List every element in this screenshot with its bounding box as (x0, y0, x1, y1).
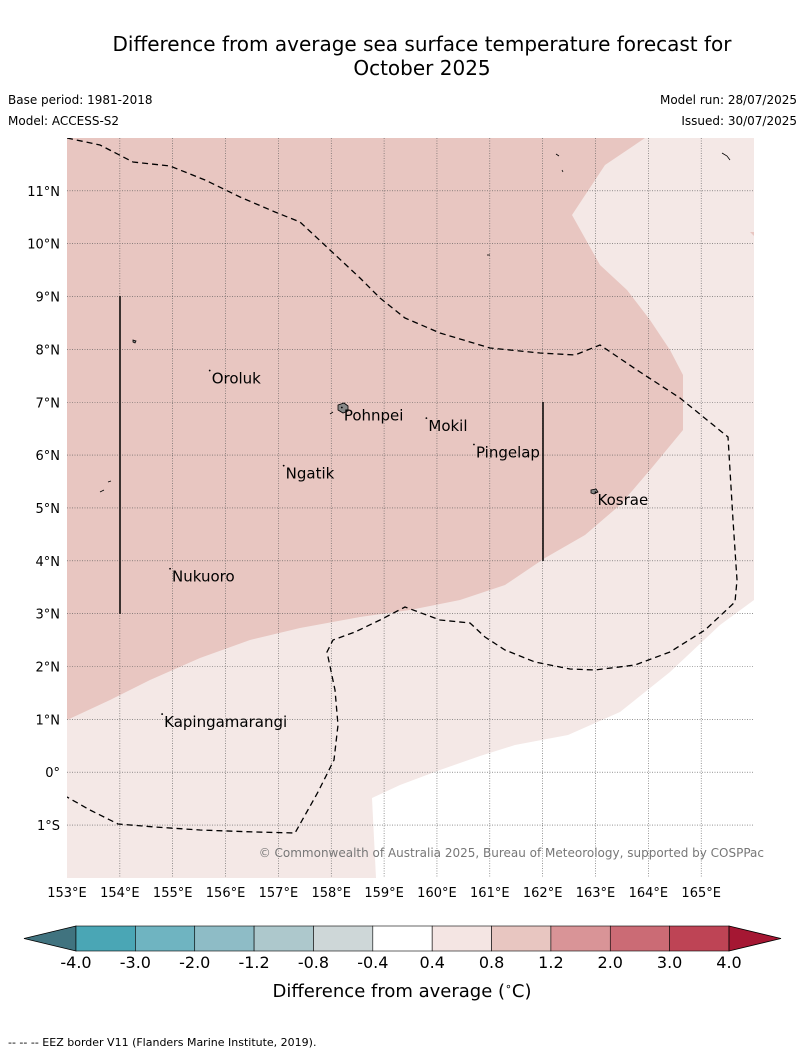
lat-tick-label: 1°N (36, 713, 61, 728)
colorbar-segment (550, 925, 611, 952)
lon-tick-label: 157°E (259, 886, 299, 901)
colorbar-segment (669, 925, 730, 952)
title-line-2: October 2025 (353, 56, 491, 80)
lat-tick-label: 1°S (37, 819, 60, 834)
map-title: Difference from average sea surface temp… (80, 32, 764, 80)
lat-tick-label: 9°N (36, 291, 61, 306)
colorbar-segment (372, 925, 433, 952)
title-line-1: Difference from average sea surface temp… (112, 32, 732, 56)
lon-tick-label: 163°E (576, 886, 616, 901)
place-label: Oroluk (212, 370, 261, 388)
lon-tick-label: 155°E (153, 886, 193, 901)
lat-tick-label: 0° (45, 766, 60, 781)
colorbar-segment (194, 925, 255, 952)
colorbar-tick-label: 4.0 (716, 953, 741, 972)
lon-tick-label: 156°E (206, 886, 246, 901)
latitude-axis: 11°N 10°N 9°N 8°N 7°N 6°N 5°N 4°N 3°N 2°N 1°N 0° 1°S (27, 185, 60, 834)
anomaly-fill-mid (67, 138, 683, 720)
colorbar-tick-label: -4.0 (60, 953, 91, 972)
anomaly-fill-mid-ne (750, 232, 754, 236)
colorbar-title: Difference from average (∘C) (272, 980, 532, 1002)
place-marker (208, 369, 211, 372)
ujelang-reef (721, 152, 731, 161)
lat-tick-label: 7°N (36, 396, 61, 411)
lon-tick-label: 160°E (417, 886, 457, 901)
place-marker (169, 567, 171, 570)
lat-tick-label: 2°N (36, 661, 61, 676)
anomaly-fill-neutral (372, 600, 754, 878)
place-marker (425, 417, 428, 420)
base-period: Base period: 1981-2018 (8, 93, 153, 107)
map-panel: Oroluk Pohnpei Mokil Pingelap Ngatik Kosrae Nu… (67, 138, 754, 878)
sst-anomaly-map: Oroluk Pohnpei Mokil Pingelap Ngatik Kosrae Nu… (23, 138, 782, 972)
colorbar-segment (431, 925, 492, 952)
model-run: Model run: 28/07/2025 (659, 93, 797, 107)
place-label: Ngatik (286, 465, 335, 483)
lon-tick-label: 161°E (470, 886, 510, 901)
islands (99, 152, 731, 495)
eez-footnote: -- -- -- EEZ border V11 (Flanders Marine… (8, 1036, 317, 1049)
lat-tick-label: 11°N (27, 185, 60, 200)
place-labels: Oroluk Pohnpei Mokil Pingelap Ngatik Kosrae Nu… (161, 369, 649, 731)
enewetak-reef (555, 153, 564, 173)
colorbar-tick-label: -3.0 (120, 953, 151, 972)
lat-tick-label: 6°N (36, 449, 61, 464)
ant-atoll (329, 411, 334, 415)
copyright-text: © Commonwealth of Australia 2025, Bureau… (259, 846, 764, 860)
colorbar-segment (491, 925, 552, 952)
place-label: Pingelap (476, 444, 540, 462)
colorbar-segment (609, 925, 670, 952)
colorbar-tick-label: -1.2 (238, 953, 269, 972)
colorbar-tick-label: 0.8 (479, 953, 504, 972)
eez-border (67, 138, 738, 834)
model-name: Model: ACCESS-S2 (8, 114, 120, 128)
place-label: Mokil (428, 417, 467, 435)
colorbar-segment (135, 925, 196, 952)
lat-tick-label: 8°N (36, 343, 61, 358)
colorbar-tick-label: 2.0 (598, 953, 623, 972)
map-gridlines (67, 138, 754, 878)
lat-tick-label: 5°N (36, 502, 61, 517)
colorbar-extend-high (728, 925, 782, 952)
place-marker (161, 713, 164, 715)
place-label: Pohnpei (344, 407, 404, 425)
issued-date: Issued: 30/07/2025 (681, 114, 797, 128)
lon-tick-label: 164°E (629, 886, 669, 901)
lon-tick-label: 154°E (100, 886, 140, 901)
pohnpei-island (337, 402, 349, 414)
kosrae-island (590, 488, 599, 495)
place-label: Kapingamarangi (164, 713, 287, 731)
lon-tick-label: 165°E (681, 886, 721, 901)
place-marker (473, 443, 475, 446)
colorbar-extend-low (23, 925, 77, 952)
colorbar-segment (253, 925, 314, 952)
colorbar-tick-label: 1.2 (538, 953, 563, 972)
colorbar-segment (75, 925, 136, 952)
place-label: Nukuoro (172, 568, 235, 586)
colorbar-tick-label: -2.0 (179, 953, 210, 972)
place-label: Kosrae (598, 491, 649, 509)
lat-tick-label: 4°N (36, 555, 61, 570)
colorbar: -4.0 -3.0 -2.0 -1.2 -0.8 -0.4 0.4 0.8 1.2 2.0 3.0 4… (23, 925, 782, 972)
colorbar-tick-label: 0.4 (419, 953, 444, 972)
longitude-axis: 153°E 154°E 155°E 156°E 157°E 158°E 159°E 160°E… (47, 886, 721, 901)
place-marker (340, 406, 343, 409)
colorbar-tick-label: 3.0 (657, 953, 682, 972)
lon-tick-label: 158°E (311, 886, 351, 901)
colorbar-tick-label: -0.4 (357, 953, 388, 972)
colorbar-segment (313, 925, 374, 952)
lon-tick-label: 153°E (47, 886, 87, 901)
lat-tick-label: 3°N (36, 608, 61, 623)
lon-tick-label: 159°E (364, 886, 404, 901)
place-marker (282, 464, 285, 467)
lon-tick-label: 162°E (523, 886, 563, 901)
colorbar-tick-label: -0.8 (298, 953, 329, 972)
pakin-islet (132, 339, 137, 344)
place-marker (594, 491, 597, 493)
lat-tick-label: 10°N (27, 238, 60, 253)
sapwuahfik-reef (99, 480, 112, 493)
